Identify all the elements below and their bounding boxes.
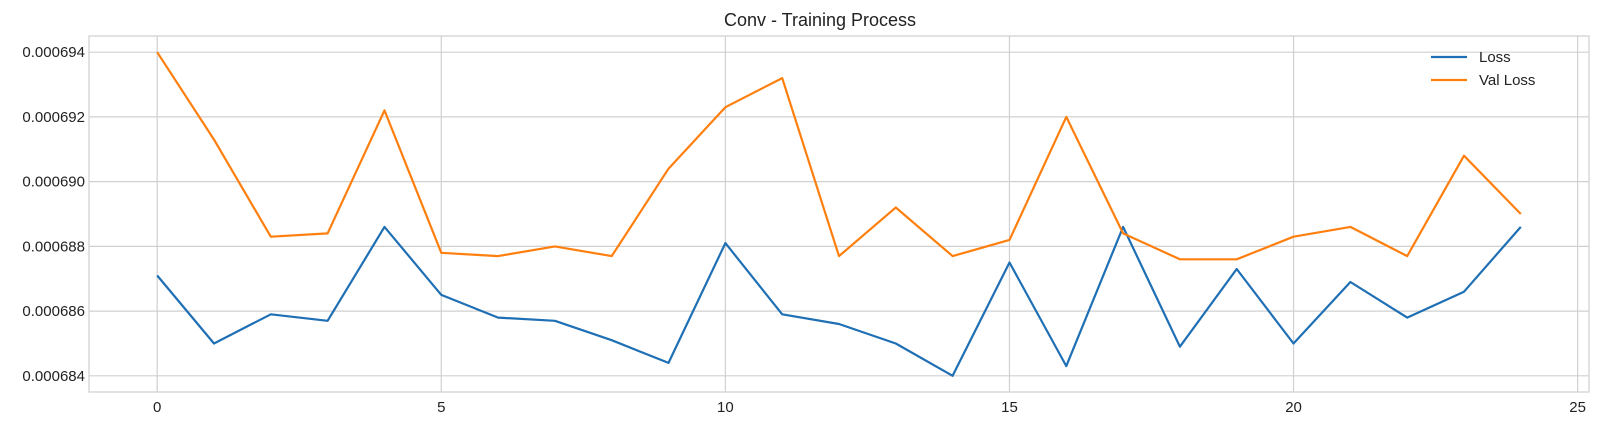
- series-line-val-loss: [156, 51, 1522, 261]
- legend-label: Val Loss: [1479, 72, 1535, 89]
- x-axis-ticks: 0 5 10 15 20 25: [153, 399, 1586, 416]
- legend: Loss Val Loss: [1431, 49, 1535, 89]
- y-tick-label: 0.000694: [22, 44, 85, 61]
- x-tick-label: 25: [1569, 399, 1586, 416]
- series-line-loss: [156, 225, 1522, 377]
- legend-label: Loss: [1479, 49, 1511, 66]
- y-tick-label: 0.000692: [22, 109, 85, 126]
- x-tick-label: 5: [437, 399, 445, 416]
- y-tick-label: 0.000686: [22, 303, 85, 320]
- x-tick-label: 0: [153, 399, 161, 416]
- y-tick-label: 0.000684: [22, 368, 85, 385]
- y-tick-label: 0.000690: [22, 174, 85, 191]
- plot-frame: [88, 35, 1590, 393]
- y-axis-ticks: 0.000684 0.000686 0.000688 0.000690 0.000692…: [22, 44, 85, 385]
- x-tick-label: 15: [1001, 399, 1018, 416]
- x-tick-label: 10: [717, 399, 734, 416]
- grid: [89, 36, 1589, 392]
- x-tick-label: 20: [1285, 399, 1302, 416]
- chart-title: Conv - Training Process: [724, 10, 916, 30]
- y-tick-label: 0.000688: [22, 238, 85, 255]
- series-layer: [156, 51, 1522, 377]
